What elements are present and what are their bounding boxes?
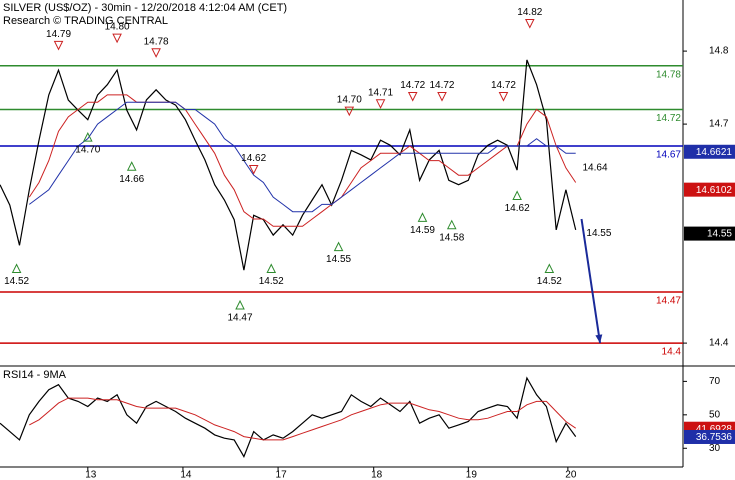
series-line [28, 101, 576, 213]
chart-subtitle: Research © TRADING CENTRAL [3, 15, 168, 27]
price-box [684, 182, 735, 197]
peak-marker [53, 40, 64, 51]
peak-marker [151, 48, 161, 58]
price-box [684, 429, 735, 444]
level-label: 14.67 [656, 150, 681, 161]
peak-label: 14.79 [46, 29, 71, 40]
peak-label: 14.82 [517, 7, 542, 18]
peak-label: 14.72 [429, 80, 454, 91]
chart-title: SILVER (US$/OZ) - 30min - 12/20/2018 4:1… [3, 2, 287, 14]
peak-marker [248, 165, 259, 175]
x-tick-label: 17 [276, 470, 288, 480]
trough-label: 14.66 [119, 174, 144, 185]
trough-marker [333, 241, 344, 252]
trough-label: 14.55 [326, 254, 351, 265]
level-label: 14.78 [656, 69, 681, 80]
panel-title: RSI14 - 9MA [3, 369, 67, 381]
peak-marker [375, 99, 386, 109]
peak-marker [344, 106, 355, 117]
note-label: 14.64 [583, 163, 608, 174]
peak-label: 14.62 [241, 153, 266, 164]
y-tick-label: 50 [709, 409, 721, 420]
peak-label: 14.72 [491, 80, 516, 91]
peak-label: 14.80 [105, 22, 130, 33]
price-box [684, 144, 735, 159]
trough-label: 14.47 [228, 313, 253, 324]
trough-label: 14.52 [537, 276, 562, 287]
trough-marker [446, 219, 457, 230]
peak-marker [525, 19, 535, 29]
forecast-arrow [580, 218, 602, 344]
trough-marker [512, 190, 522, 200]
x-tick-label: 14 [180, 470, 192, 480]
y-tick-label: 14.7 [709, 119, 729, 130]
trough-marker [266, 263, 277, 273]
trough-marker [83, 131, 93, 142]
trough-marker [126, 161, 137, 171]
arrow-head [595, 334, 603, 344]
price-box-label: 41.6928 [696, 424, 733, 435]
trough-label: 14.62 [505, 203, 530, 214]
trough-marker [235, 299, 245, 310]
x-tick-label: 19 [466, 470, 478, 480]
x-tick-label: 13 [85, 470, 97, 480]
peak-label: 14.78 [144, 36, 169, 47]
y-tick-label: 14.4 [709, 338, 729, 349]
price-box-label: 36.7536 [696, 432, 733, 443]
price-box-label: 14.55 [707, 229, 732, 240]
trough-marker [417, 212, 428, 222]
trough-label: 14.70 [75, 145, 100, 156]
y-tick-label: 70 [709, 376, 721, 387]
y-tick-label: 30 [709, 443, 721, 454]
x-tick-label: 18 [371, 470, 383, 480]
price-box-label: 14.6102 [696, 185, 733, 196]
peak-marker [407, 92, 418, 102]
trough-label: 14.58 [439, 232, 464, 243]
peak-marker [498, 92, 509, 102]
trough-marker [544, 263, 555, 273]
note-label: 14.55 [586, 228, 611, 239]
trough-label: 14.52 [4, 276, 29, 287]
price-box [684, 226, 735, 241]
x-tick-label: 20 [565, 470, 577, 480]
level-label: 14.4 [662, 347, 682, 358]
series-line [29, 397, 576, 441]
peak-marker [437, 92, 447, 102]
peak-label: 14.72 [400, 80, 425, 91]
peak-label: 14.70 [337, 95, 362, 106]
trough-label: 14.59 [410, 225, 435, 236]
peak-label: 14.71 [368, 87, 393, 98]
peak-marker [112, 33, 122, 44]
price-box-label: 14.6621 [696, 147, 733, 158]
level-label: 14.47 [656, 296, 681, 307]
trough-marker [11, 263, 22, 273]
y-tick-label: 14.8 [709, 46, 729, 57]
series-line [28, 94, 577, 227]
level-label: 14.72 [656, 113, 681, 124]
trough-label: 14.52 [259, 276, 284, 287]
